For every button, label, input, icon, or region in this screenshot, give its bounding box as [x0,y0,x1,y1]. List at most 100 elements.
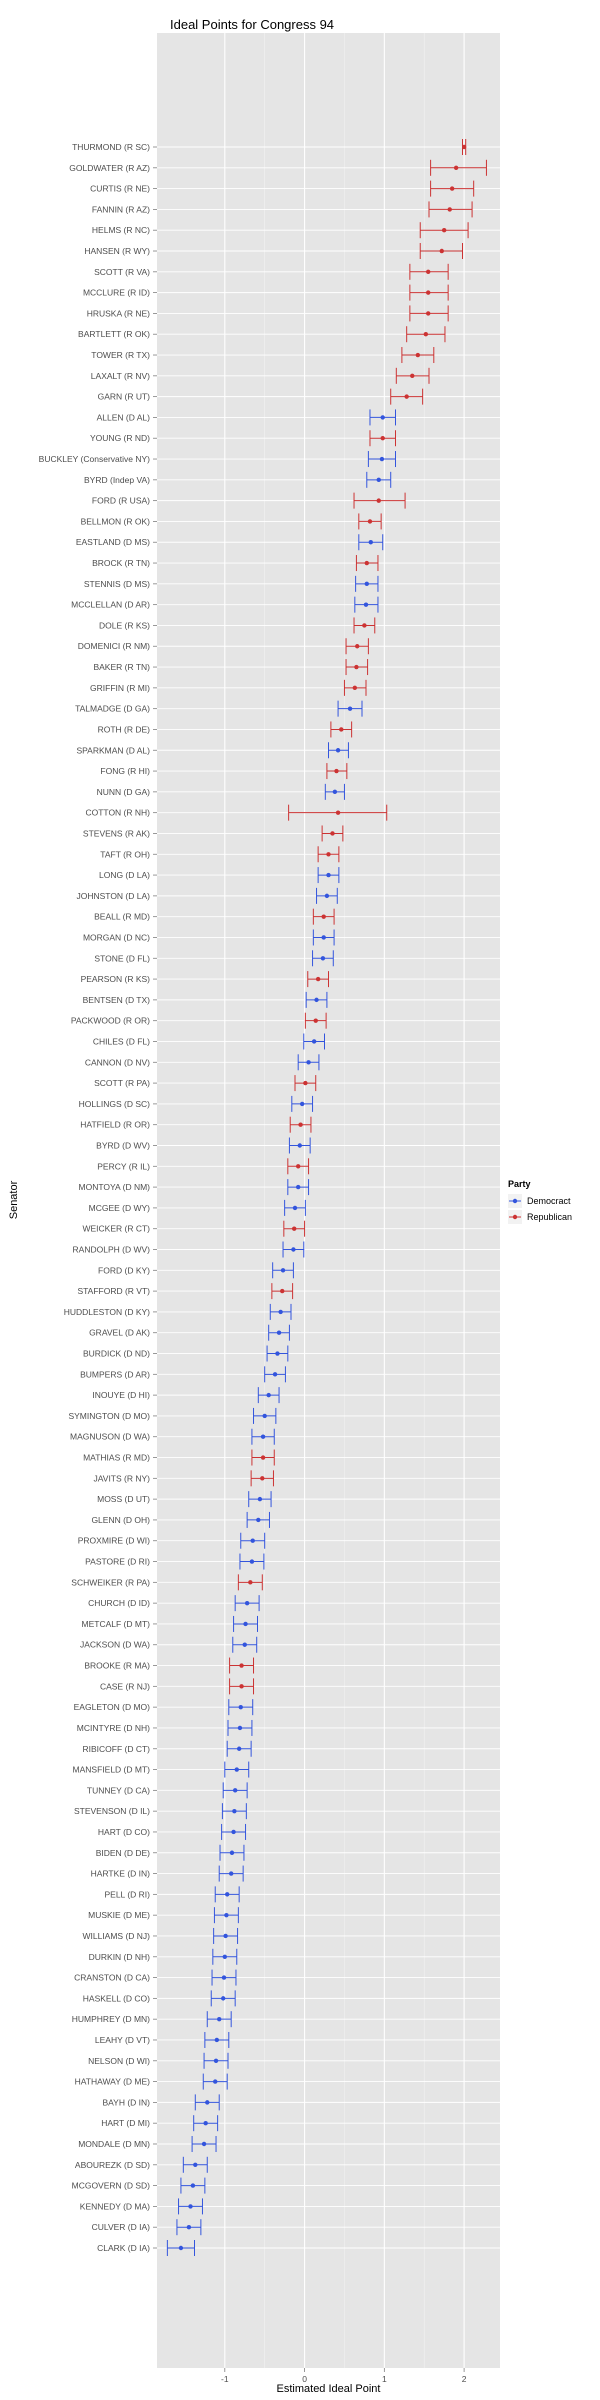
ideal-point-dot [217,2016,222,2022]
senator-label: CULVER (D IA) [92,2222,151,2232]
senator-mark [369,409,397,426]
ideal-point-dot [260,1434,266,1439]
senator-label: HANSEN (R WY) [84,246,150,256]
ideal-point-dot [256,1517,261,1523]
ideal-point-dot [335,810,341,815]
senator-label: MCCLELLAN (D AR) [71,600,150,610]
ideal-point-dot [243,1621,248,1627]
x-tick-labels: -1 0 1 2 [221,2368,467,2384]
senator-label: HARTKE (D IN) [91,1869,151,1879]
senator-mark [229,1678,255,1695]
legend-label: Democract [527,1196,571,1206]
senator-label: SCHWEIKER (R PA) [71,1577,150,1587]
senator-mark [283,1220,306,1237]
senator-mark [240,1532,266,1549]
senator-mark [193,2115,219,2132]
senator-mark [353,492,406,509]
senator-label: NUNN (D GA) [97,787,151,797]
senator-mark [229,1657,255,1674]
senator-mark [428,201,473,218]
ideal-point-dot [244,1600,250,1606]
senator-label: HOLLINGS (D SC) [79,1099,150,1109]
ideal-point-dot [379,456,385,462]
senator-mark [294,1075,317,1092]
ideal-point-dot [236,1746,242,1751]
senator-label: ROTH (R DE) [98,724,151,734]
senator-label: GRIFFIN (R MI) [90,683,150,693]
senator-mark [233,1615,259,1632]
senator-mark [251,1428,275,1445]
senator-mark [289,1116,312,1133]
senator-mark [191,2135,217,2152]
senator-label: NELSON (D WI) [88,2056,150,2066]
ideal-point-dot [362,623,367,628]
senator-label: METCALF (D MT) [82,1619,151,1629]
senator-mark [345,659,369,676]
senator-label: BELLMON (R OK) [81,516,151,526]
senator-label: STENNIS (D MS) [84,579,150,589]
senator-label: BIDEN (D DE) [96,1848,150,1858]
ideal-point-dot [221,1975,227,1980]
senator-label: BAKER (R TN) [93,662,150,672]
senator-mark [337,700,363,717]
ideal-point-dot [335,748,341,753]
senator-mark [213,1927,239,1944]
senator-label: BUCKLEY (Conservative NY) [39,454,150,464]
x-axis-title: Estimated Ideal Point [277,2383,381,2395]
senator-label: FORD (D KY) [98,1265,150,1275]
senator-mark [395,367,430,384]
senator-mark [166,2240,195,2256]
legend-entry: Republican [508,1210,572,1224]
ideal-point-dot [280,1268,286,1273]
senator-mark [246,1511,270,1528]
senator-mark [409,284,449,301]
senator-label: DOMENICI (R NM) [78,641,150,651]
senator-mark [253,1407,277,1424]
ideal-point-dot [339,727,344,732]
senator-mark [221,1823,247,1840]
ideal-point-dot [276,1330,282,1335]
ideal-point-dot [250,1538,255,1543]
x-tick-label: -1 [221,2374,229,2384]
ideal-point-dot [321,935,326,940]
senator-label: BURDICK (D ND) [83,1349,150,1359]
ideal-point-dot [193,2162,198,2167]
senator-label: THURMOND (R SC) [72,142,150,152]
senator-label: HATHAWAY (D ME) [75,2077,151,2087]
senator-label: CLARK (D IA) [97,2243,150,2253]
senator-label: BARTLETT (R OK) [78,329,150,339]
senator-mark [213,1907,239,1924]
senator-mark [409,305,449,322]
ideal-point-dot [306,1060,311,1065]
senator-label: GARN (R UT) [98,392,151,402]
senator-mark [178,2198,203,2215]
senator-label: TALMADGE (D GA) [75,704,150,714]
senator-label: MCCLURE (R ID) [83,288,150,298]
senator-mark [303,1033,326,1050]
senator-mark [304,1012,327,1029]
ideal-point-dot [188,2204,193,2209]
senator-label: MATHIAS (R MD) [83,1453,150,1463]
senator-label: GRAVEL (D AK) [89,1328,150,1338]
ideal-point-dot [190,2183,196,2188]
senator-label: ALLEN (D AL) [97,412,151,422]
senator-label: FONG (R HI) [100,766,150,776]
senator-mark [264,1366,286,1383]
senator-label: STONE (D FL) [94,953,150,963]
ideal-point-dot [453,165,459,171]
senator-mark [353,617,376,634]
legend: Party Democract Republican [508,1179,572,1224]
ideal-point-dot [292,1226,297,1231]
ideal-point-dot [229,1850,235,1855]
ideal-point-dot [330,831,335,836]
ideal-point-dot [298,1122,303,1127]
ideal-point-dot [320,956,326,961]
senator-mark [239,1553,265,1570]
ideal-point-dot [297,1143,302,1148]
senator-mark [366,471,392,488]
senator-mark [250,1470,274,1487]
ideal-point-dot [324,893,330,899]
senator-mark [430,159,487,176]
senator-mark [221,1803,247,1820]
senator-mark [180,2177,206,2194]
